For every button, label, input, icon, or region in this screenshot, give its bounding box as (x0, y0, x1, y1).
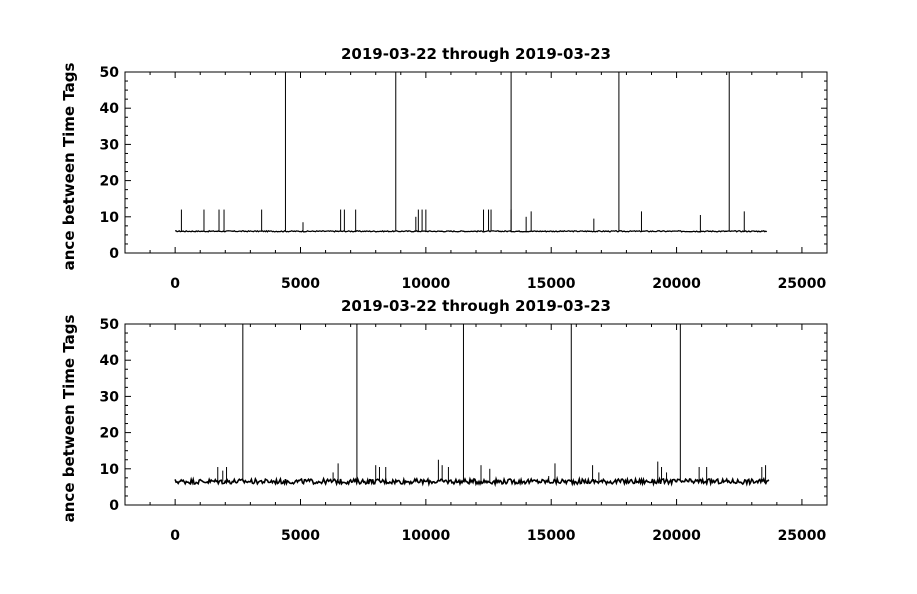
y-tick-label: 10 (100, 462, 120, 478)
plot-area-frame (124, 71, 828, 254)
x-tick-label: 20000 (652, 528, 701, 544)
spike-marks (180, 72, 745, 232)
x-tick-label: 15000 (527, 528, 576, 544)
data-line (174, 475, 770, 488)
y-tick-label: 50 (100, 317, 120, 333)
y-tick-label: 40 (100, 101, 120, 117)
y-axis-label: ance between Time Tags (60, 315, 78, 523)
x-tick-label: 10000 (401, 276, 450, 292)
tick-labels: 0 10 20 30 40 50 0 5000 10000 15000 20000 25000 (100, 65, 827, 292)
chart-title: 2019-03-22 through 2019-03-23 (341, 45, 611, 63)
data-line (175, 229, 768, 233)
spike-marks (217, 324, 767, 482)
series-line (174, 475, 770, 488)
plot-panel-top: 2019-03-22 through 2019-03-23 ance betwe… (60, 45, 828, 292)
y-tick-label: 40 (100, 353, 120, 369)
x-tick-label: 15000 (527, 276, 576, 292)
y-tick-label: 30 (100, 389, 120, 405)
x-tick-label: 10000 (401, 528, 450, 544)
x-tick-label: 0 (170, 528, 180, 544)
y-tick-label: 50 (100, 65, 120, 81)
tick-labels: 0 10 20 30 40 50 0 5000 10000 15000 20000 25000 (100, 317, 827, 544)
axis-ticks (124, 323, 828, 506)
x-tick-label: 25000 (778, 276, 827, 292)
x-tick-label: 5000 (281, 276, 320, 292)
y-tick-label: 20 (100, 426, 120, 442)
y-tick-label: 30 (100, 137, 120, 153)
x-tick-label: 25000 (778, 528, 827, 544)
y-tick-label: 0 (109, 498, 119, 514)
y-tick-label: 0 (109, 246, 119, 262)
y-tick-label: 10 (100, 210, 120, 226)
x-tick-label: 5000 (281, 528, 320, 544)
y-axis-label: ance between Time Tags (60, 63, 78, 271)
plot-panel-bottom: 2019-03-22 through 2019-03-23 ance betwe… (60, 297, 828, 544)
y-tick-label: 20 (100, 174, 120, 190)
x-tick-label: 20000 (652, 276, 701, 292)
plot-area-frame (124, 323, 828, 506)
axis-ticks (124, 71, 828, 254)
chart-title: 2019-03-22 through 2019-03-23 (341, 297, 611, 315)
series-line (175, 229, 768, 233)
x-tick-label: 0 (170, 276, 180, 292)
